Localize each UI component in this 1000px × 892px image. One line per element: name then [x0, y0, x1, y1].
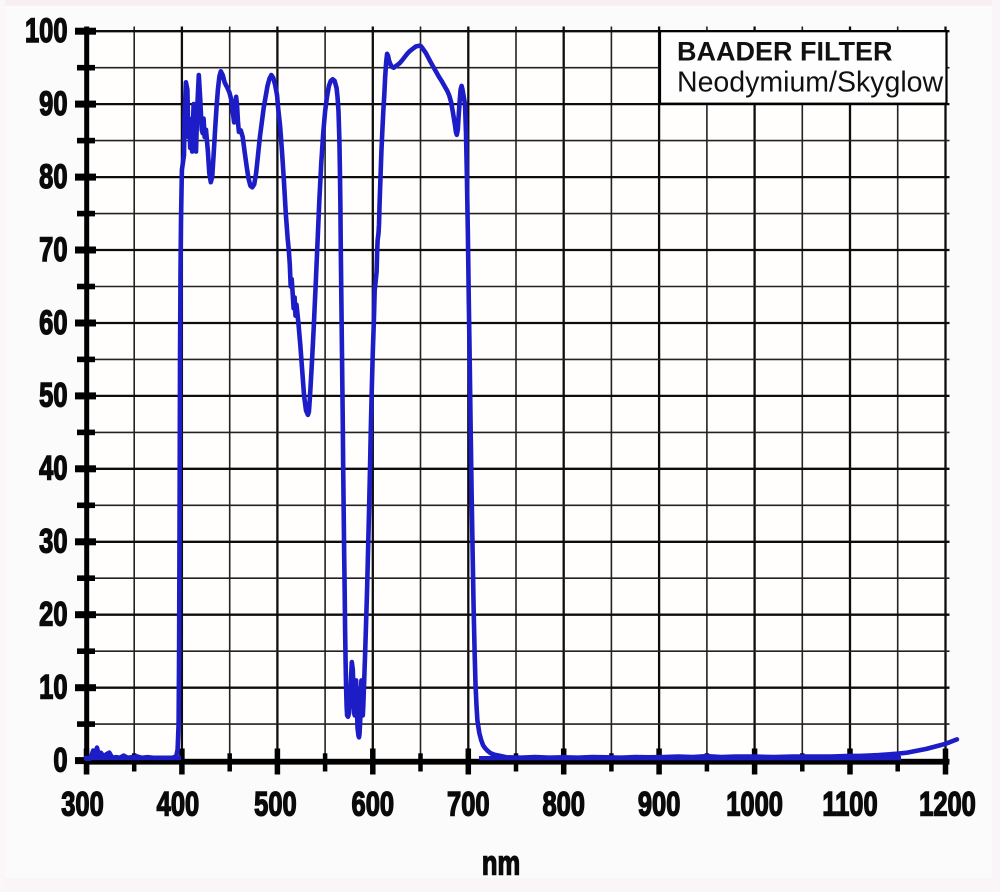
svg-text:0: 0: [53, 741, 67, 780]
svg-text:BAADER FILTER: BAADER FILTER: [677, 37, 893, 67]
svg-text:90: 90: [39, 84, 67, 123]
svg-text:30: 30: [39, 522, 67, 561]
svg-text:600: 600: [352, 785, 395, 824]
svg-text:900: 900: [638, 785, 681, 824]
svg-text:700: 700: [447, 785, 490, 824]
svg-text:300: 300: [61, 785, 104, 824]
svg-text:50: 50: [39, 376, 67, 415]
svg-text:40: 40: [39, 449, 67, 488]
svg-text:1100: 1100: [822, 785, 877, 824]
svg-text:100: 100: [25, 11, 68, 50]
svg-text:400: 400: [157, 785, 200, 824]
svg-text:20: 20: [39, 595, 67, 634]
svg-text:80: 80: [39, 157, 67, 196]
svg-text:1200: 1200: [919, 785, 976, 824]
svg-text:10: 10: [39, 668, 67, 707]
svg-text:70: 70: [39, 230, 67, 269]
svg-text:60: 60: [39, 303, 67, 342]
svg-text:800: 800: [542, 785, 585, 824]
svg-text:1000: 1000: [726, 785, 783, 824]
svg-text:Neodymium/Skyglow: Neodymium/Skyglow: [677, 67, 944, 99]
svg-text:nm: nm: [482, 844, 520, 883]
svg-text:500: 500: [254, 785, 297, 824]
